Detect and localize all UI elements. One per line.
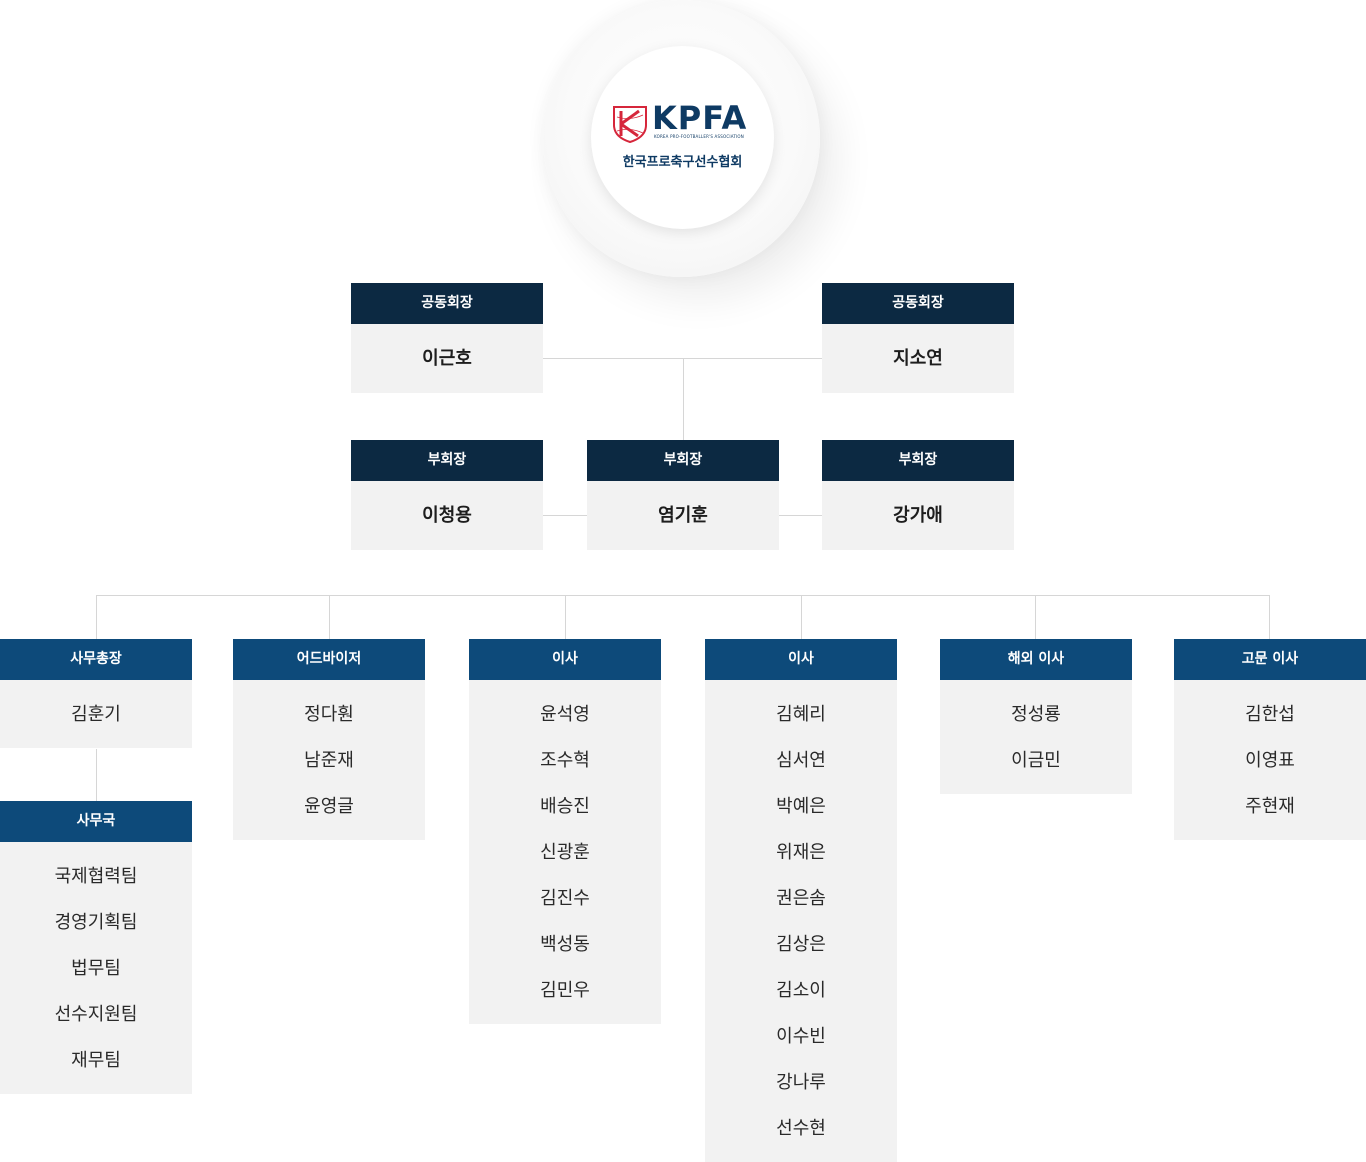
logo-wordmark: KPFA: [652, 99, 748, 137]
member-list: 윤석영 조수혁 배승진 신광훈 김진수 백성동 김민우: [469, 680, 661, 1024]
card-title: 어드바이저: [233, 639, 425, 680]
team-name: 선수지원팀: [54, 1004, 138, 1025]
logo-tagline: KOREA PRO-FOOTBALLER'S ASSOCIATION: [654, 134, 744, 139]
card-title: 부회장: [822, 440, 1014, 481]
member-list: 정성룡 이금민: [940, 680, 1132, 794]
member-list: 김혜리 심서연 박예은 위재은 권은솜 김상은 김소이 이수빈 강나루 선수현: [705, 680, 897, 1162]
card-title: 부회장: [351, 440, 543, 481]
team-name: 재무팀: [71, 1050, 121, 1071]
vice-president-card: 부회장 강가애: [822, 440, 1014, 550]
member-name: 김훈기: [71, 704, 121, 725]
connector-drop: [801, 595, 802, 639]
card-title: 부회장: [587, 440, 779, 481]
team-name: 법무팀: [71, 958, 121, 979]
connector-vice-right: [779, 515, 822, 516]
card-title: 공동회장: [351, 283, 543, 324]
member-name: 김혜리: [776, 704, 826, 725]
connector-departments-bus: [96, 595, 1270, 596]
card-title: 이사: [705, 639, 897, 680]
member-name: 김진수: [540, 888, 590, 909]
connector-vice-left: [543, 515, 587, 516]
member-name: 주현재: [1245, 796, 1295, 817]
connector-drop: [565, 595, 566, 639]
member-name: 김소이: [776, 980, 826, 1001]
department-card-advisory-director: 고문 이사 김한섭 이영표 주현재: [1174, 639, 1366, 840]
member-list: 정다훤 남준재 윤영글: [233, 680, 425, 840]
card-title: 사무국: [0, 801, 192, 842]
connector-drop: [329, 595, 330, 639]
department-card-director: 이사 김혜리 심서연 박예은 위재은 권은솜 김상은 김소이 이수빈 강나루 선…: [705, 639, 897, 1162]
member-name: 이영표: [1245, 750, 1295, 771]
connector-drop: [1035, 595, 1036, 639]
card-name: 이청용: [422, 505, 472, 526]
shield-icon: [613, 106, 647, 143]
member-name: 선수현: [776, 1118, 826, 1139]
card-name: 지소연: [893, 348, 943, 369]
team-name: 경영기획팀: [54, 912, 138, 933]
card-name: 강가애: [893, 505, 943, 526]
member-name: 이수빈: [776, 1026, 826, 1047]
team-list: 국제협력팀 경영기획팀 법무팀 선수지원팀 재무팀: [0, 842, 192, 1094]
member-name: 정성룡: [1011, 704, 1061, 725]
connector-co-presidents: [543, 358, 822, 359]
department-card-secretary-general: 사무총장 김훈기: [0, 639, 192, 748]
co-president-card: 공동회장 이근호: [351, 283, 543, 393]
department-card-director: 이사 윤석영 조수혁 배승진 신광훈 김진수 백성동 김민우: [469, 639, 661, 1024]
card-title: 고문 이사: [1174, 639, 1366, 680]
co-president-card: 공동회장 지소연: [822, 283, 1014, 393]
department-card-overseas-director: 해외 이사 정성룡 이금민: [940, 639, 1132, 794]
member-name: 남준재: [304, 750, 354, 771]
member-name: 이금민: [1011, 750, 1061, 771]
member-list: 김훈기: [0, 680, 192, 748]
member-name: 김민우: [540, 980, 590, 1001]
member-list: 김한섭 이영표 주현재: [1174, 680, 1366, 840]
connector-trunk: [683, 358, 684, 440]
logo-korean-name: 한국프로축구선수협회: [622, 155, 743, 170]
connector-secretariat: [96, 749, 97, 801]
department-card-advisor: 어드바이저 정다훤 남준재 윤영글: [233, 639, 425, 840]
member-name: 윤영글: [304, 796, 354, 817]
member-name: 김상은: [776, 934, 826, 955]
card-title: 이사: [469, 639, 661, 680]
connector-drop: [96, 595, 97, 639]
member-name: 권은솜: [776, 888, 826, 909]
member-name: 박예은: [776, 796, 826, 817]
member-name: 정다훤: [304, 704, 354, 725]
secretariat-card: 사무국 국제협력팀 경영기획팀 법무팀 선수지원팀 재무팀: [0, 801, 192, 1094]
member-name: 백성동: [540, 934, 590, 955]
member-name: 위재은: [776, 842, 826, 863]
team-name: 국제협력팀: [54, 866, 138, 887]
member-name: 강나루: [776, 1072, 826, 1093]
card-name: 이근호: [422, 348, 472, 369]
card-title: 사무총장: [0, 639, 192, 680]
member-name: 신광훈: [540, 842, 590, 863]
member-name: 조수혁: [540, 750, 590, 771]
vice-president-card: 부회장 염기훈: [587, 440, 779, 550]
card-title: 공동회장: [822, 283, 1014, 324]
vice-president-card: 부회장 이청용: [351, 440, 543, 550]
member-name: 심서연: [776, 750, 826, 771]
card-title: 해외 이사: [940, 639, 1132, 680]
member-name: 김한섭: [1245, 704, 1295, 725]
member-name: 윤석영: [540, 704, 590, 725]
member-name: 배승진: [540, 796, 590, 817]
connector-drop: [1269, 595, 1270, 639]
card-name: 염기훈: [658, 505, 708, 526]
